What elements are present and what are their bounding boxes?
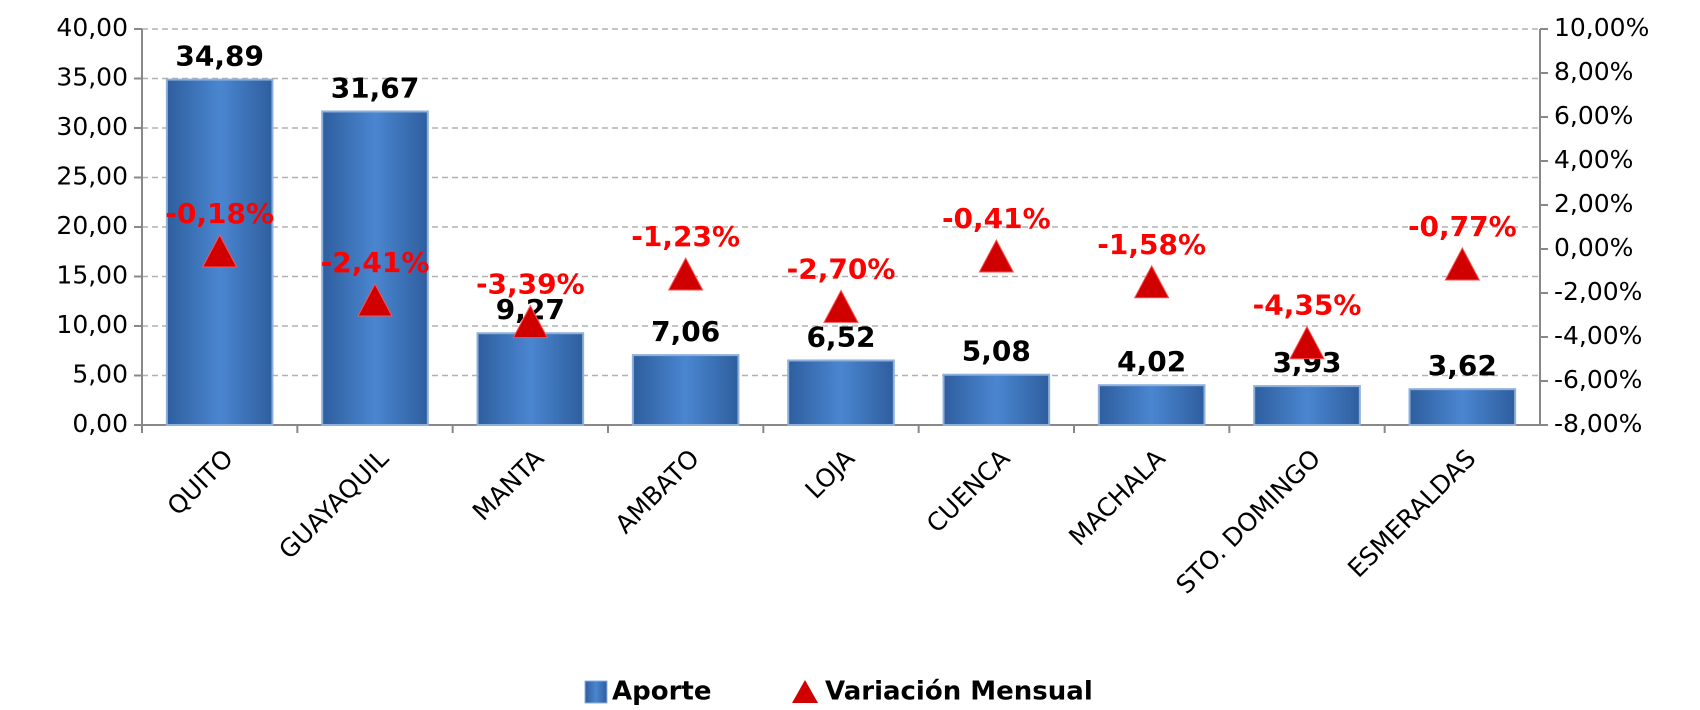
data-label: -0,18%	[165, 197, 274, 230]
y-tick-label: 5,00	[72, 360, 128, 389]
triangle-marker	[1133, 264, 1170, 299]
triangle-marker	[978, 238, 1015, 273]
triangle-marker	[512, 304, 549, 339]
y2-tick-label: 2,00%	[1554, 189, 1633, 218]
bar	[787, 359, 895, 426]
y2-tick-label: 8,00%	[1554, 57, 1633, 86]
y-tick-label: 30,00	[56, 112, 128, 141]
y2-tick-label: 4,00%	[1554, 145, 1633, 174]
bar	[631, 354, 740, 426]
bar	[1253, 385, 1361, 426]
data-label: -0,41%	[942, 202, 1051, 235]
data-label: 7,06	[651, 315, 720, 348]
triangle-marker	[823, 289, 859, 323]
data-label: 6,52	[806, 320, 875, 353]
y-tick-label: 15,00	[56, 261, 128, 290]
data-label: 5,08	[962, 335, 1031, 368]
x-tick-label: AMBATO	[609, 444, 704, 539]
legend-label: Aporte	[612, 677, 711, 707]
data-label: -1,23%	[631, 220, 740, 253]
data-label: 4,02	[1117, 345, 1186, 378]
y-tick-label: 10,00	[56, 310, 128, 339]
y2-tick-label: 0,00%	[1554, 233, 1633, 262]
data-label: 34,89	[175, 40, 264, 73]
y-tick-label: 35,00	[56, 63, 128, 92]
y2-tick-label: -2,00%	[1554, 277, 1642, 306]
triangle-marker	[1444, 246, 1481, 281]
triangle-marker	[1289, 325, 1325, 360]
legend-swatch	[792, 680, 818, 703]
data-label: -2,41%	[321, 246, 430, 279]
y2-tick-label: 6,00%	[1554, 101, 1633, 130]
x-tick-label: MACHALA	[1063, 444, 1171, 552]
y-tick-label: 0,00	[72, 409, 128, 438]
x-tick-label: STO. DOMINGO	[1170, 444, 1326, 600]
data-label: -0,77%	[1408, 210, 1517, 243]
bar	[476, 332, 585, 426]
x-tick-label: ESMERALDAS	[1342, 444, 1481, 583]
data-label: 3,62	[1428, 349, 1497, 382]
data-label: -4,35%	[1253, 289, 1362, 322]
triangle-marker	[357, 282, 393, 317]
x-tick-label: GUAYAQUIL	[273, 444, 394, 565]
legend-label: Variación Mensual	[825, 677, 1093, 707]
data-label: -2,70%	[787, 252, 896, 285]
x-tick-label: QUITO	[162, 444, 239, 521]
x-tick-label: MANTA	[467, 444, 550, 527]
x-tick-label: CUENCA	[921, 444, 1016, 539]
triangle-marker	[201, 233, 238, 268]
bar	[165, 78, 274, 427]
y-tick-label: 20,00	[56, 211, 128, 240]
legend-swatch	[584, 680, 608, 704]
y2-tick-label: -8,00%	[1554, 409, 1642, 438]
x-tick-label: LOJA	[800, 444, 861, 505]
y-tick-label: 40,00	[56, 13, 128, 42]
bar	[942, 373, 1051, 427]
bar	[1097, 384, 1206, 426]
bar	[321, 110, 429, 426]
y2-tick-label: -4,00%	[1554, 321, 1642, 350]
y2-tick-label: -6,00%	[1554, 365, 1642, 394]
y-tick-label: 25,00	[56, 162, 128, 191]
data-label: -1,58%	[1097, 228, 1206, 261]
y2-tick-label: 10,00%	[1554, 13, 1649, 42]
triangle-marker	[667, 256, 704, 291]
data-label: 31,67	[331, 71, 420, 104]
bar	[1408, 388, 1517, 426]
data-label: -3,39%	[476, 268, 585, 301]
